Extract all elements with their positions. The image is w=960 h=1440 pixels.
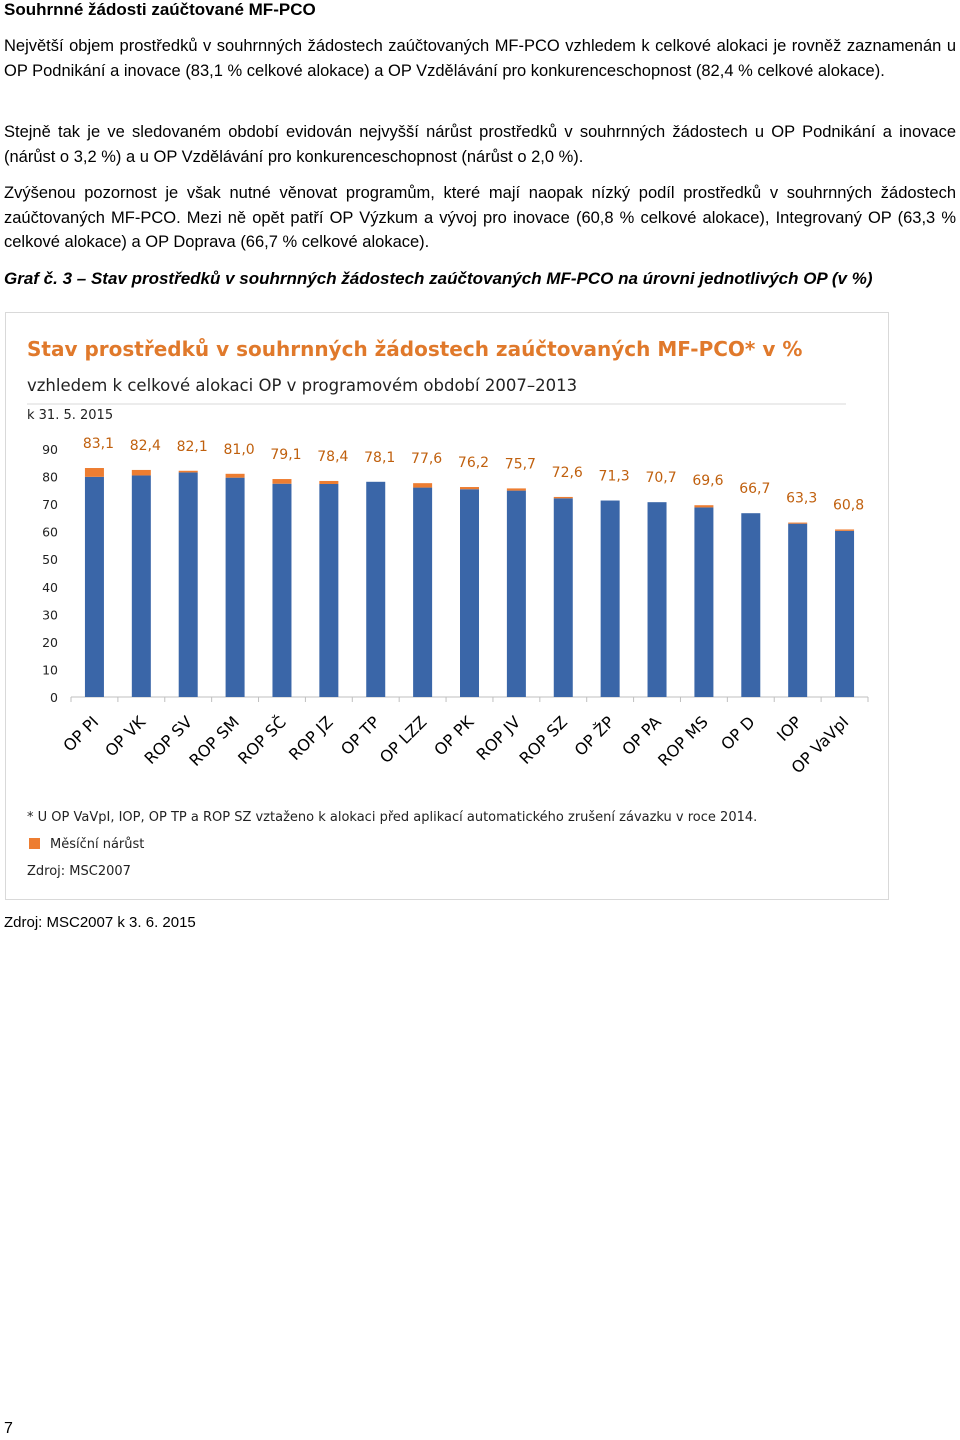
x-category-label: OP LZZ — [376, 712, 431, 767]
x-category-label: ROP SČ — [234, 712, 290, 768]
graph-caption-text: – Stav prostředků v souhrnných žádostech… — [72, 269, 873, 288]
bar-base — [366, 481, 386, 697]
source-note: Zdroj: MSC2007 k 3. 6. 2015 — [4, 914, 196, 931]
x-category-label: ROP JZ — [285, 712, 337, 764]
y-tick-label: 0 — [50, 690, 58, 705]
bar-total-label: 72,6 — [552, 465, 583, 481]
bar-total-label: 78,1 — [364, 450, 395, 466]
x-category-label: OP D — [717, 712, 758, 753]
bar-increase — [835, 529, 855, 531]
bar-increase — [131, 469, 151, 476]
bar-total-label: 75,7 — [505, 456, 536, 472]
bar-total-label: 78,4 — [317, 449, 348, 465]
bar-total-label: 81,0 — [224, 442, 255, 458]
bar-increase — [460, 487, 479, 490]
bar-base — [600, 500, 620, 697]
bar-increase — [694, 505, 714, 508]
bar-base — [506, 490, 526, 697]
bar-increase — [84, 468, 104, 477]
bar-base — [835, 530, 855, 697]
x-category-label: IOP — [773, 712, 806, 745]
chart-source: Zdroj: MSC2007 — [27, 864, 131, 879]
chart-footnote: * U OP VaVpI, IOP, OP TP a ROP SZ vztaže… — [27, 810, 757, 825]
chart-date-note: k 31. 5. 2015 — [27, 408, 113, 423]
bar-base — [413, 487, 433, 697]
paragraph-1: Největší objem prostředků v souhrnných ž… — [4, 37, 956, 80]
bar-total-label: 77,6 — [411, 451, 442, 467]
bar-increase — [225, 473, 245, 478]
y-tick-label: 50 — [42, 552, 58, 567]
bar-base — [553, 498, 573, 697]
bar-total-label: 82,4 — [130, 438, 161, 454]
chart-container: Stav prostředků v souhrnných žádostech z… — [5, 312, 889, 900]
bar-base — [788, 523, 808, 697]
graph-caption-number: 3 — [62, 269, 73, 288]
bar-chart: Stav prostředků v souhrnných žádostech z… — [27, 337, 869, 879]
x-category-label: OP PK — [430, 712, 477, 759]
y-tick-label: 20 — [42, 635, 58, 650]
y-tick-label: 30 — [42, 607, 58, 622]
x-category-label: ROP SZ — [516, 712, 572, 768]
bar-increase — [178, 470, 198, 473]
legend-label: Měsíční nárůst — [50, 837, 144, 852]
bar-total-label: 63,3 — [786, 491, 817, 507]
y-tick-label: 40 — [42, 580, 58, 595]
bar-base — [272, 483, 292, 697]
bar-base — [460, 489, 479, 697]
bar-base — [178, 472, 198, 697]
bar-total-label: 60,8 — [833, 497, 864, 513]
bar-total-label: 83,1 — [83, 436, 114, 452]
paragraph-2: Stejně tak je ve sledovaném období evido… — [4, 123, 956, 166]
bar-increase — [272, 479, 292, 484]
bar-base — [84, 476, 104, 697]
bar-increase — [553, 496, 573, 499]
graph-caption: Graf č. 3 – Stav prostředků v souhrnných… — [4, 268, 956, 290]
page-number: 7 — [4, 1420, 13, 1437]
paragraph-3: Zvýšenou pozornost je však nutné věnovat… — [4, 184, 956, 251]
bar-base — [319, 483, 339, 697]
bar-total-label: 82,1 — [177, 439, 208, 455]
chart-subtitle: vzhledem k celkové alokaci OP v programo… — [27, 376, 577, 395]
bar-total-label: 70,7 — [645, 470, 676, 486]
y-tick-label: 10 — [42, 662, 58, 677]
x-category-label: OP ŽP — [571, 712, 619, 760]
bar-total-label: 69,6 — [692, 473, 723, 489]
x-category-label: ROP MS — [654, 712, 712, 770]
chart-title: Stav prostředků v souhrnných žádostech z… — [27, 337, 802, 361]
bar-total-label: 79,1 — [270, 447, 301, 463]
bar-increase — [319, 480, 339, 484]
bar-increase — [413, 483, 433, 488]
bar-total-label: 76,2 — [458, 455, 489, 471]
bar-base — [741, 513, 761, 697]
y-tick-label: 90 — [42, 442, 58, 457]
y-tick-label: 60 — [42, 525, 58, 540]
y-tick-label: 70 — [42, 497, 58, 512]
bar-total-label: 71,3 — [599, 469, 630, 485]
bar-base — [225, 477, 245, 697]
bar-increase — [506, 488, 526, 491]
legend-swatch — [29, 838, 40, 849]
bar-base — [694, 507, 714, 697]
bar-total-label: 66,7 — [739, 481, 770, 497]
x-category-label: OP PI — [59, 712, 102, 755]
bar-increase — [788, 522, 808, 524]
y-tick-label: 80 — [42, 470, 58, 485]
section-heading: Souhrnné žádosti zaúčtované MF-PCO — [4, 0, 316, 19]
x-category-label: ROP SM — [185, 712, 243, 770]
bar-base — [647, 502, 667, 697]
graph-caption-prefix: Graf č. — [4, 269, 63, 288]
bar-base — [131, 475, 151, 697]
